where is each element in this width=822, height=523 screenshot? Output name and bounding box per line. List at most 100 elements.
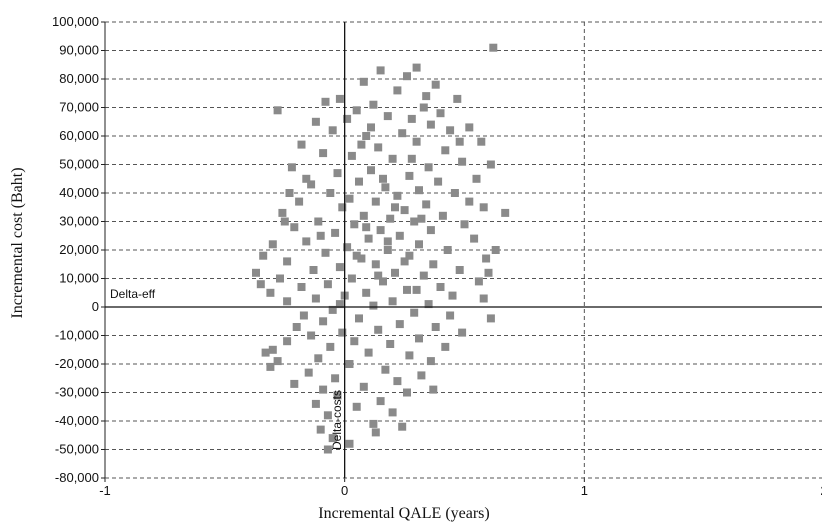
y-tick-label: -50,000 — [55, 442, 99, 457]
data-point — [474, 277, 483, 286]
data-point — [335, 94, 344, 103]
data-point — [403, 388, 411, 397]
data-point — [415, 186, 423, 195]
y-tick-label: 20,000 — [59, 242, 99, 257]
data-point — [331, 374, 340, 383]
data-point — [441, 342, 450, 351]
data-point — [374, 143, 383, 152]
data-point — [419, 271, 428, 280]
y-tick-label: 40,000 — [59, 185, 99, 200]
data-point — [307, 331, 316, 340]
delta-eff-label: Delta-eff — [110, 287, 156, 301]
data-point — [426, 357, 435, 366]
data-point — [371, 197, 380, 206]
reference-lines — [105, 22, 822, 478]
data-point — [434, 177, 443, 186]
data-point — [326, 342, 335, 351]
data-point — [400, 257, 409, 266]
y-tick-label: 90,000 — [59, 43, 99, 58]
data-point — [283, 257, 292, 266]
data-point — [273, 357, 282, 366]
y-tick-label: 50,000 — [59, 157, 99, 172]
data-point — [338, 203, 347, 212]
data-point — [381, 365, 390, 374]
data-point — [386, 214, 395, 223]
x-tick-label: 0 — [341, 483, 348, 498]
data-point — [383, 112, 392, 121]
data-point — [359, 211, 368, 220]
data-point — [398, 422, 407, 431]
data-point — [383, 246, 392, 254]
data-point — [252, 268, 260, 277]
data-point — [426, 226, 435, 235]
data-point — [379, 277, 387, 286]
data-point — [407, 114, 416, 123]
data-point — [367, 166, 375, 175]
data-point — [297, 283, 306, 291]
data-point — [412, 285, 421, 294]
data-point — [311, 399, 320, 408]
data-point — [429, 385, 438, 394]
data-point — [278, 208, 287, 217]
data-point — [328, 434, 337, 443]
data-point — [304, 368, 313, 377]
x-tick-label: -1 — [99, 483, 111, 498]
data-point — [285, 189, 294, 197]
data-point — [391, 268, 399, 277]
data-point — [256, 280, 265, 289]
data-point — [465, 123, 474, 132]
data-point — [376, 66, 385, 75]
data-point — [319, 317, 328, 326]
data-point — [290, 223, 299, 232]
data-point — [350, 220, 359, 229]
data-point — [364, 348, 373, 357]
data-point — [403, 285, 411, 294]
data-point — [388, 154, 397, 163]
y-tick-label: -80,000 — [55, 470, 99, 485]
data-point — [405, 171, 414, 180]
data-point — [424, 163, 433, 172]
data-point — [446, 126, 455, 135]
data-point — [422, 92, 431, 101]
data-point — [323, 280, 332, 289]
data-point — [290, 379, 299, 388]
data-point — [333, 169, 342, 178]
data-point — [417, 214, 426, 223]
data-point — [422, 200, 431, 209]
data-point — [450, 189, 459, 197]
y-tick-label: 100,000 — [52, 14, 99, 29]
data-point — [403, 72, 411, 81]
data-point — [311, 294, 320, 303]
y-tick-label: 60,000 — [59, 128, 99, 143]
y-tick-label: 0 — [92, 299, 99, 314]
data-point — [347, 151, 356, 160]
data-point — [376, 397, 385, 406]
data-point — [388, 408, 397, 417]
data-point — [374, 271, 383, 280]
data-point — [283, 297, 292, 306]
data-point — [424, 300, 433, 309]
data-point — [472, 174, 481, 183]
data-point — [436, 109, 445, 118]
data-point — [405, 351, 414, 360]
data-point — [458, 328, 467, 337]
plot-frame — [104, 21, 822, 479]
data-point — [316, 231, 325, 240]
data-point — [393, 191, 402, 200]
x-axis-title: Incremental QALE (years) — [318, 505, 489, 522]
data-point — [295, 197, 304, 206]
data-point — [333, 391, 342, 400]
data-point — [316, 425, 325, 434]
data-point — [350, 337, 359, 346]
data-point — [417, 371, 426, 380]
data-point — [395, 231, 404, 240]
delta-costs-label: Delta-costs — [330, 390, 344, 450]
data-point — [501, 208, 510, 217]
data-point — [328, 126, 337, 135]
data-point — [458, 157, 467, 166]
tick-labels: 100,000 90,000 80,000 70,000 60,000 50,000 40,… — [52, 14, 822, 498]
data-point — [489, 43, 498, 52]
y-tick-label: -30,000 — [55, 385, 99, 400]
data-point — [491, 246, 500, 254]
